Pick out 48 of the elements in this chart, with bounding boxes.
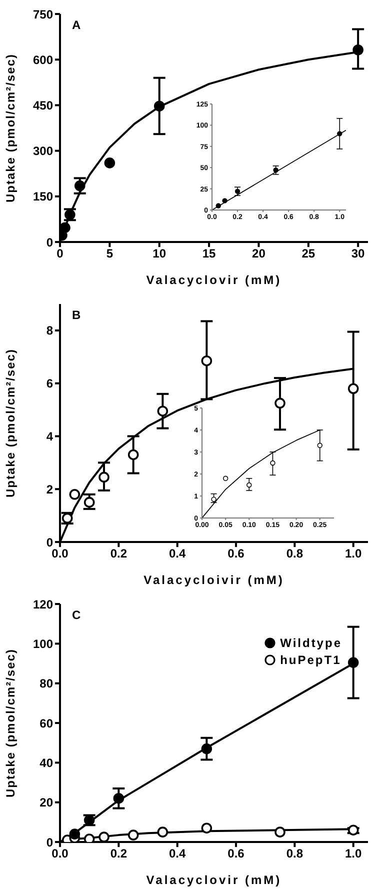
y-tick-label: 150 bbox=[32, 190, 54, 204]
x-tick-label: 0 bbox=[56, 246, 64, 261]
x-tick-label: 1.0 bbox=[344, 546, 362, 561]
y-tick-label: 300 bbox=[32, 144, 54, 158]
y-tick-label: 450 bbox=[32, 98, 54, 112]
y-axis-title: Uptake (pmol/cm²/sec) bbox=[3, 53, 18, 203]
chart-title: A bbox=[72, 18, 81, 32]
y-tick-label: 100 bbox=[32, 636, 54, 651]
x-tick-label: 20 bbox=[252, 246, 266, 261]
y-tick-label: 6 bbox=[46, 376, 54, 391]
x-tick-label: 0.2 bbox=[110, 846, 128, 861]
y-axis-title: Uptake (pmol/cm²/sec) bbox=[3, 648, 18, 798]
x-tick-label: 0.4 bbox=[168, 546, 186, 561]
y-tick-label: 0 bbox=[46, 235, 54, 250]
y-tick-label: 40 bbox=[40, 756, 54, 770]
y-tick-label: 120 bbox=[32, 597, 54, 612]
y-tick-label: 2 bbox=[46, 482, 54, 496]
chart-title: C bbox=[72, 608, 81, 622]
x-tick-label: 0.6 bbox=[228, 546, 245, 561]
y-tick-label: 0 bbox=[46, 835, 54, 850]
y-tick-label: 0 bbox=[46, 535, 54, 550]
y-tick-label: 60 bbox=[40, 716, 54, 730]
x-tick-label: 1.0 bbox=[344, 846, 362, 861]
y-tick-label: 8 bbox=[46, 324, 54, 338]
x-tick-label: 0.2 bbox=[110, 546, 128, 561]
x-tick-label: 30 bbox=[351, 246, 366, 261]
y-tick-label: 80 bbox=[40, 676, 54, 691]
x-tick-label: 15 bbox=[202, 246, 216, 261]
y-axis-title: Uptake (pmol/cm²/sec) bbox=[3, 348, 18, 498]
x-tick-label: 0.6 bbox=[228, 846, 245, 861]
legend-label: Wildtype bbox=[280, 636, 342, 650]
x-axis-title: Valacycloivir (mM) bbox=[144, 573, 284, 587]
y-tick-label: 4 bbox=[46, 429, 54, 444]
y-tick-label: 750 bbox=[32, 7, 54, 22]
x-tick-label: 0.4 bbox=[168, 846, 186, 861]
legend-label: huPepT1 bbox=[280, 653, 342, 667]
x-tick-label: 0.8 bbox=[286, 846, 304, 861]
x-tick-label: 0.0 bbox=[52, 546, 69, 561]
y-tick-label: 600 bbox=[32, 52, 54, 67]
x-tick-label: 10 bbox=[152, 246, 166, 261]
chart-title: B bbox=[72, 308, 81, 322]
x-tick-label: 25 bbox=[302, 246, 316, 261]
x-tick-label: 5 bbox=[106, 246, 114, 261]
x-axis-title: Valacyclovir (mM) bbox=[146, 873, 282, 887]
x-tick-label: 0.8 bbox=[286, 546, 304, 561]
x-tick-label: 0.0 bbox=[52, 846, 69, 861]
y-tick-label: 20 bbox=[40, 796, 54, 810]
x-axis-title: Valacyclovir (mM) bbox=[146, 273, 282, 287]
